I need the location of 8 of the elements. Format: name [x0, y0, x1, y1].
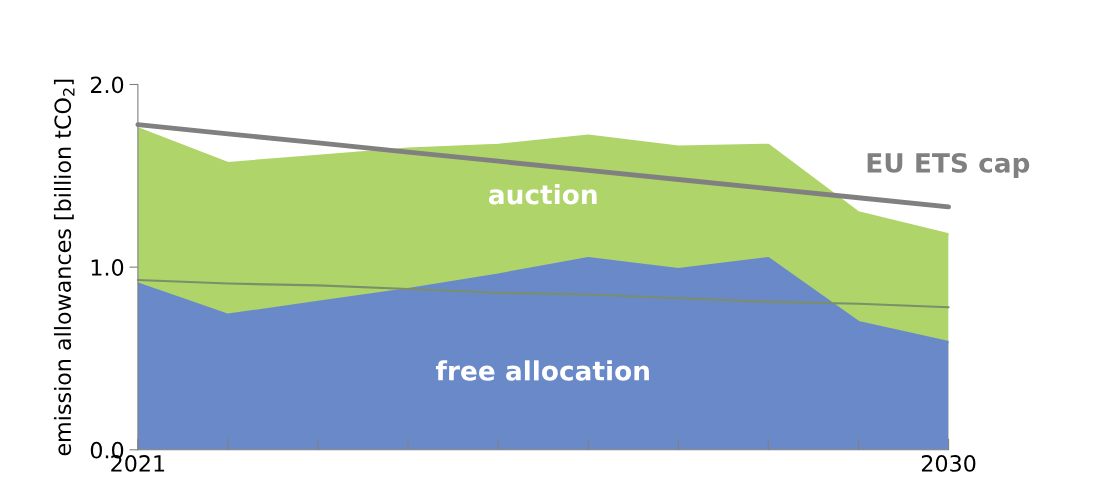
y-tick-label: 1.0 [91, 259, 124, 276]
series-label: free allocation [435, 360, 649, 381]
series-label: EU ETS cap [867, 152, 1030, 178]
x-tick-label: 2030 [921, 455, 976, 472]
y-axis-title: emission allowances [billion tCO$_{2}$] [53, 79, 75, 456]
y-tick-label: 2.0 [90, 76, 124, 94]
line-series [136, 278, 950, 309]
series-label: auction [488, 184, 597, 205]
